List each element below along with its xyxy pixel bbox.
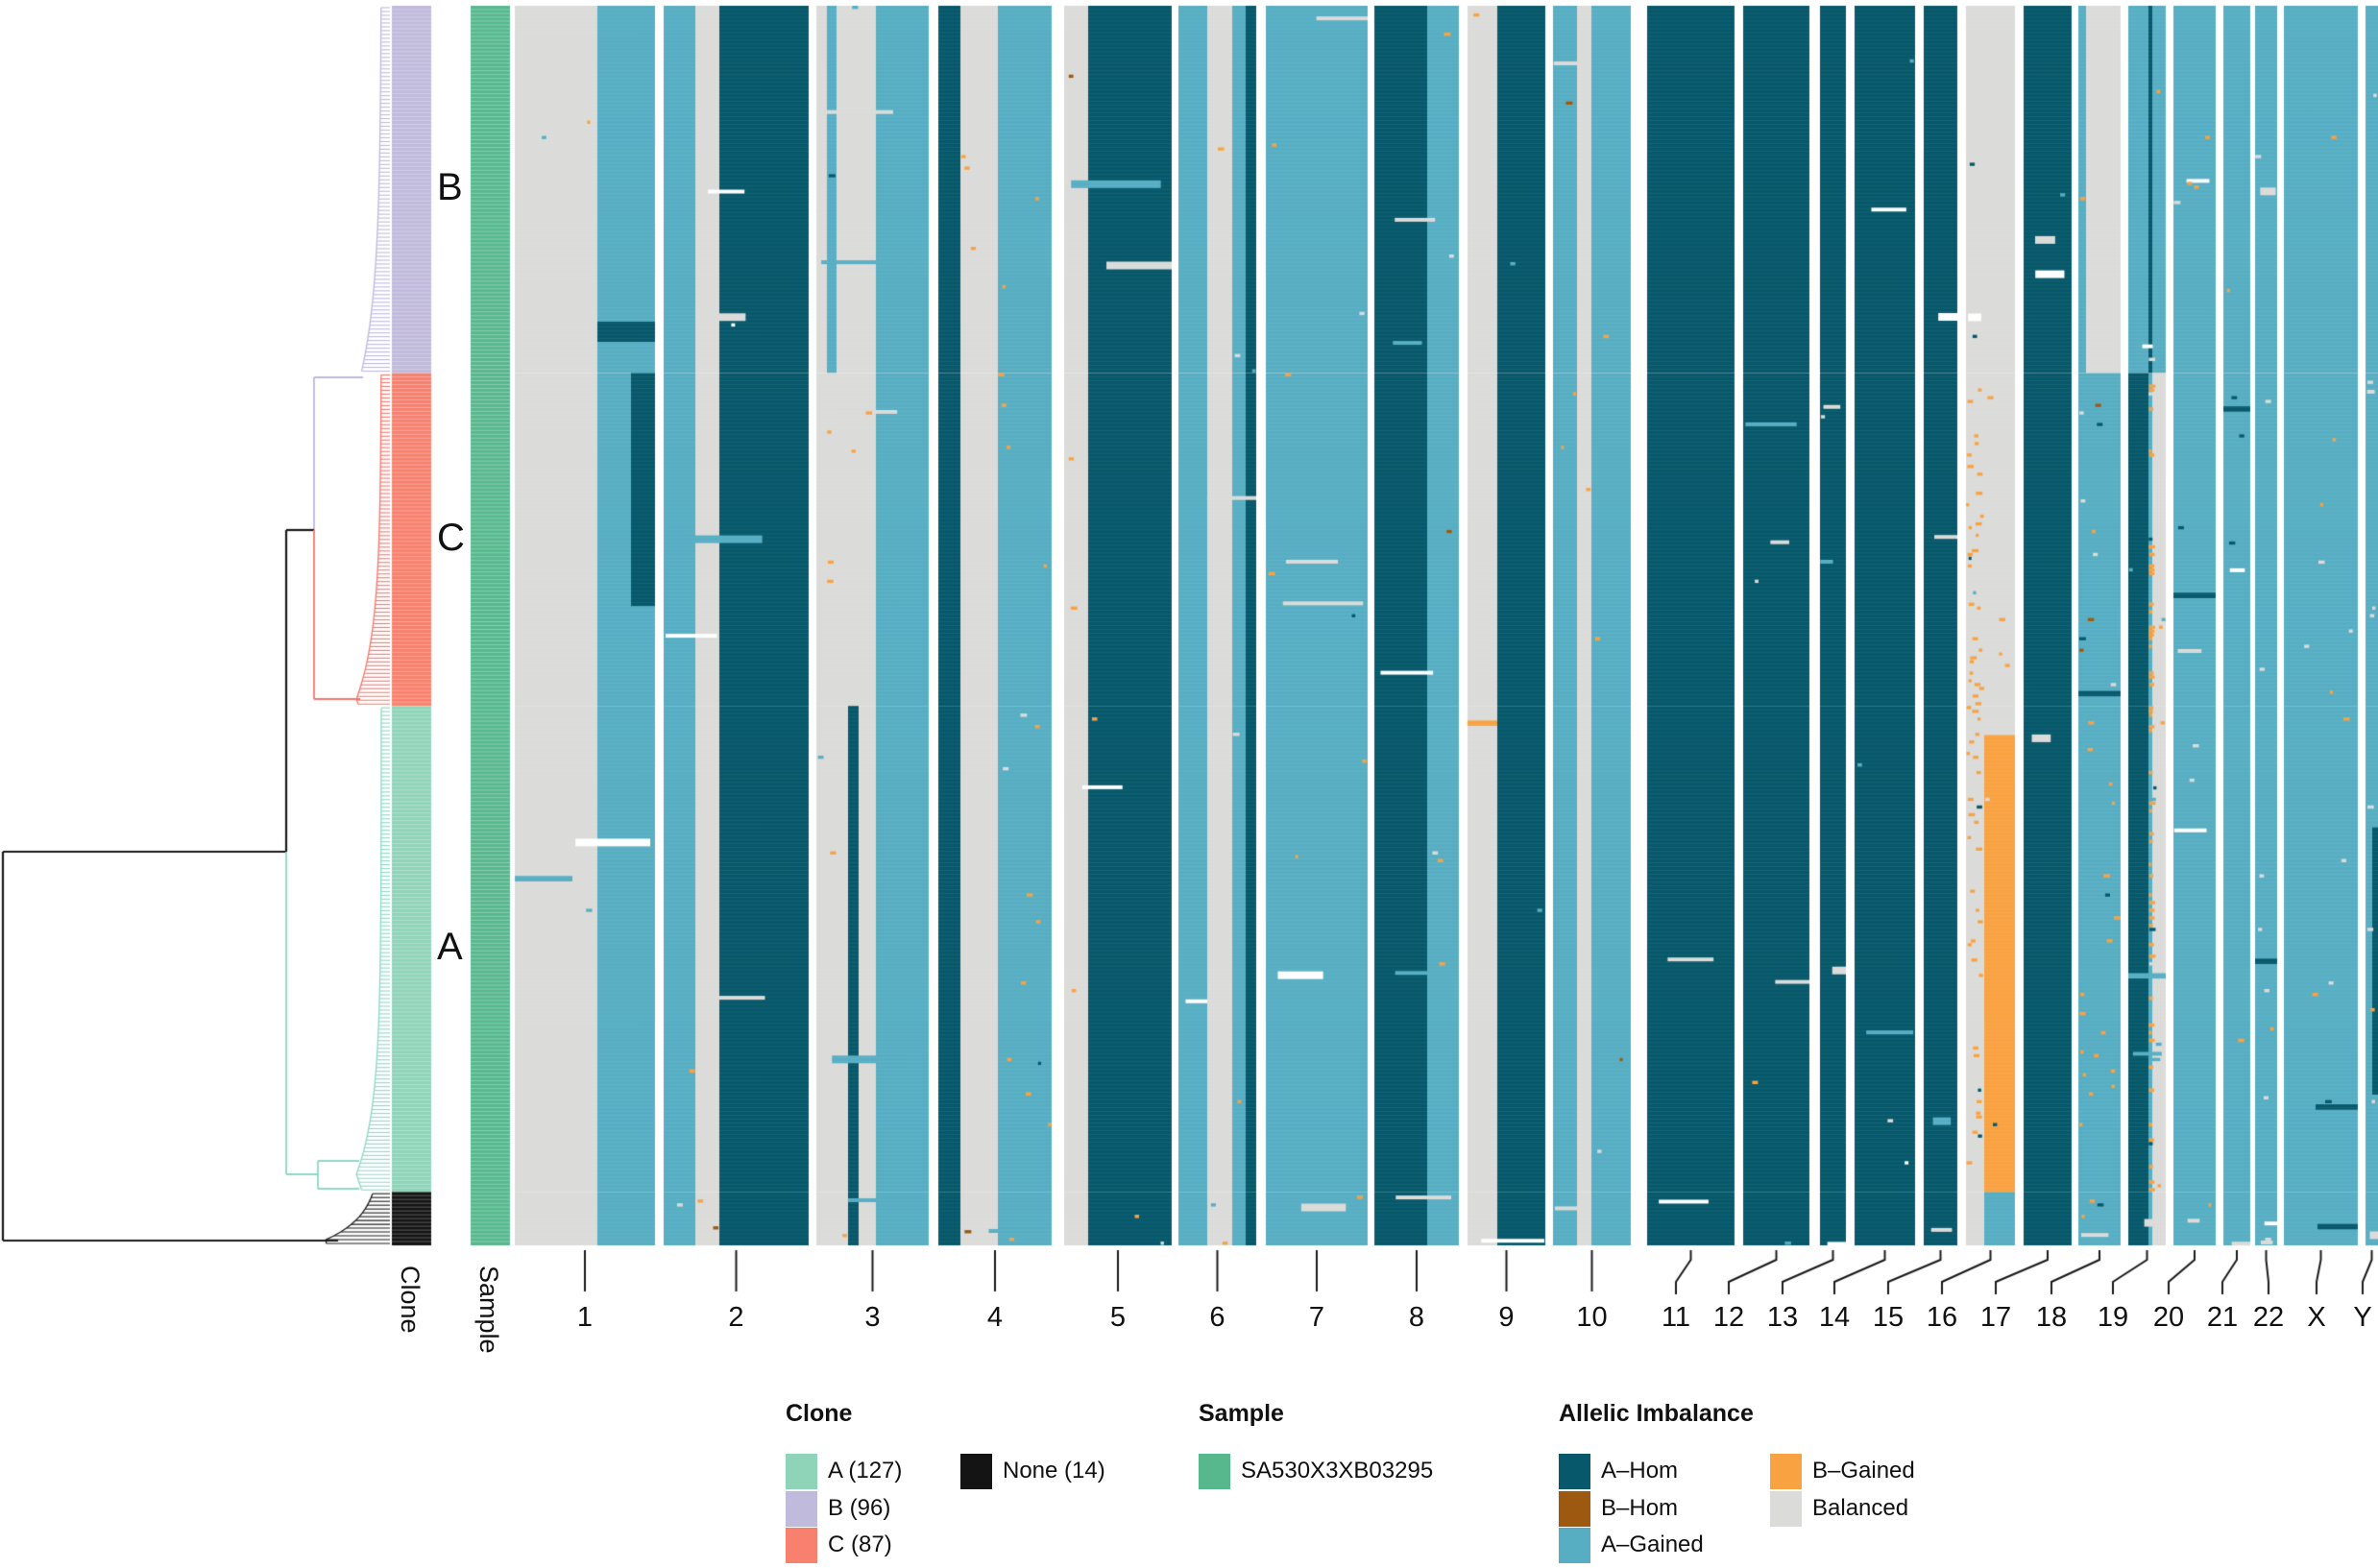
legend-swatch-b-96-: [786, 1490, 817, 1527]
chrom-label-5: 5: [1109, 1302, 1127, 1333]
legend-swatch-balanced: [1770, 1490, 1802, 1527]
chrom-label-11: 11: [1661, 1302, 1691, 1333]
chrom-label-14: 14: [1818, 1302, 1851, 1333]
legend-swatch-a-127-: [786, 1454, 817, 1489]
chrom-label-17: 17: [1979, 1302, 2012, 1333]
legend-label-balanced: Balanced: [1812, 1494, 1909, 1521]
chrom-label-9: 9: [1498, 1302, 1515, 1333]
legend-sample-title: Sample: [1199, 1400, 1284, 1427]
sample-axis-label: Sample: [473, 1266, 503, 1354]
legend-label-none-14-: None (14): [1003, 1458, 1105, 1484]
legend-label-sa530x3xb03295: SA530X3XB03295: [1241, 1458, 1434, 1484]
legend-label-b-hom: B–Hom: [1601, 1494, 1679, 1521]
chrom-label-18: 18: [2035, 1302, 2068, 1333]
legend-swatch-sa530x3xb03295: [1199, 1454, 1230, 1489]
clone-axis-label: Clone: [395, 1266, 425, 1334]
legend-swatch-b-hom: [1559, 1490, 1590, 1527]
legend-label-b-gained: B–Gained: [1812, 1458, 1915, 1484]
chrom-label-2: 2: [728, 1302, 744, 1333]
chrom-label-10: 10: [1576, 1302, 1608, 1333]
clone-row-label-c: C: [437, 516, 465, 559]
chrom-label-21: 21: [2206, 1302, 2239, 1333]
chrom-label-3: 3: [864, 1302, 881, 1333]
legend-swatch-c-87-: [786, 1528, 817, 1563]
chrom-label-19: 19: [2097, 1302, 2129, 1333]
legend-allelic-title: Allelic Imbalance: [1559, 1400, 1754, 1427]
chrom-label-22: 22: [2252, 1302, 2285, 1333]
chrom-label-20: 20: [2152, 1302, 2185, 1333]
clone-row-label-a: A: [437, 926, 463, 969]
chrom-label-6: 6: [1209, 1302, 1225, 1333]
chrom-label-7: 7: [1308, 1302, 1325, 1333]
chrom-label-13: 13: [1766, 1302, 1799, 1333]
legend-label-c-87-: C (87): [828, 1532, 892, 1557]
legend-swatch-a-hom: [1559, 1454, 1590, 1489]
chrom-label-16: 16: [1926, 1302, 1958, 1333]
chrom-label-15: 15: [1872, 1302, 1905, 1333]
legend-swatch-b-gained: [1770, 1454, 1802, 1489]
legend-clone-title: Clone: [786, 1400, 853, 1427]
legend-swatch-none-14-: [960, 1454, 992, 1489]
chrom-label-8: 8: [1408, 1302, 1425, 1333]
legend-label-a-hom: A–Hom: [1601, 1458, 1679, 1484]
chrom-label-Y: Y: [2353, 1302, 2372, 1333]
legend-label-a-127-: A (127): [828, 1458, 903, 1484]
legend-label-b-96-: B (96): [828, 1494, 891, 1521]
chrom-label-12: 12: [1712, 1302, 1745, 1333]
clone-row-label-b: B: [437, 166, 463, 209]
legend-swatch-a-gained: [1559, 1528, 1590, 1563]
chrom-label-1: 1: [576, 1302, 594, 1333]
legend-label-a-gained: A–Gained: [1601, 1532, 1704, 1557]
chrom-label-X: X: [2307, 1302, 2326, 1333]
chrom-label-4: 4: [986, 1302, 1004, 1333]
